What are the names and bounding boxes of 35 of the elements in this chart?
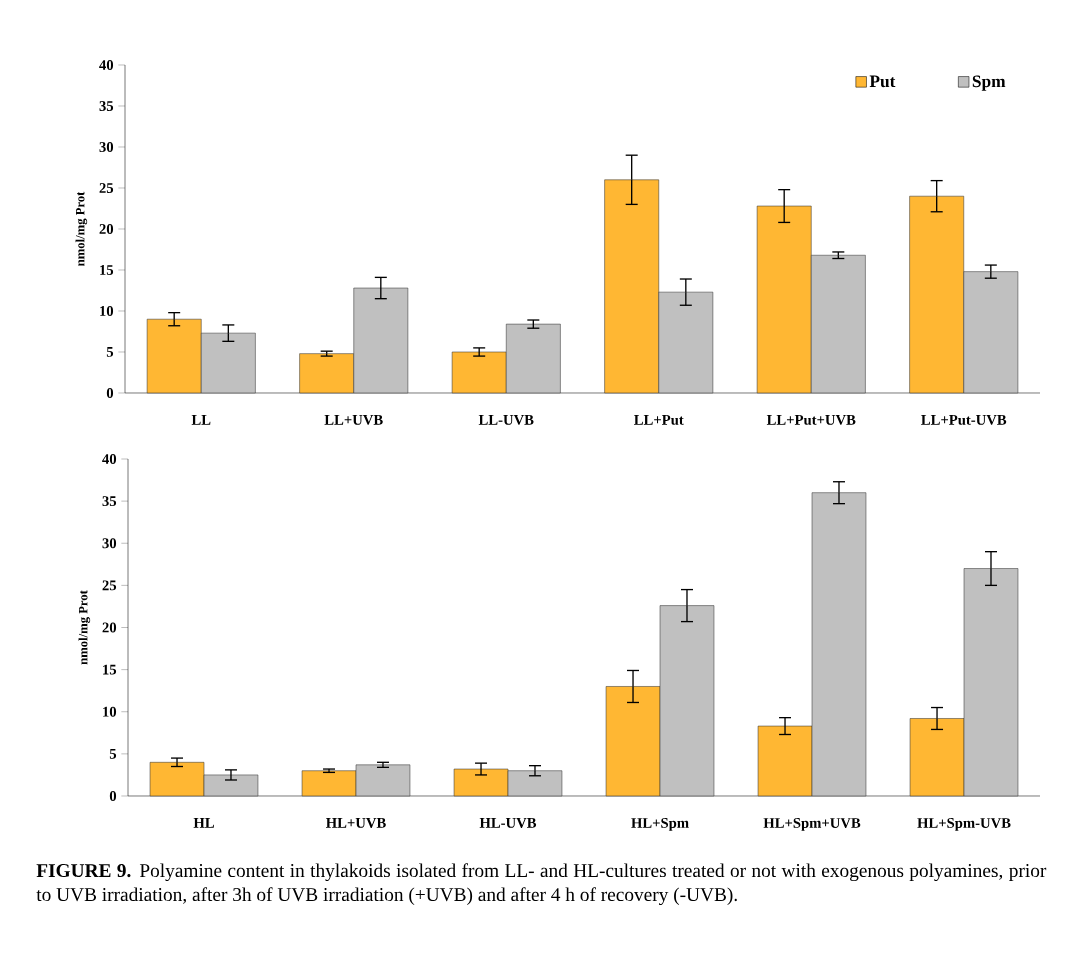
text: FIGURE 9. Polyamine content in thylakoids isolated from LL- and HL-cultures treated or not with exogenous polyamines, prior to UVB irradiation, after 3h of UVB irradiation (+UVB) and after 4 h of recovery (-UVB). (36, 863, 1047, 906)
y-axis-title: nmol/mg Prot (78, 590, 91, 665)
x-tick-label: HL+Spm+UVB (763, 818, 861, 831)
y-tick-label: 40 (99, 60, 114, 70)
x-tick-label: HL (193, 818, 214, 828)
y-tick-label: 30 (99, 142, 114, 152)
y-tick-label: 5 (109, 749, 117, 759)
y-tick-label: 10 (100, 306, 114, 316)
y-tick-label: 25 (99, 183, 114, 193)
y-tick-label: 5 (106, 347, 114, 357)
x-tick-label: LL+Put-UVB (921, 415, 1007, 425)
y-tick-label: 35 (99, 101, 114, 111)
y-tick-label: 15 (100, 265, 114, 275)
x-tick-label: HL-UVB (479, 818, 537, 828)
y-tick-label: 20 (102, 622, 117, 633)
y-tick-label: 20 (99, 224, 114, 234)
x-tick-label: LL+Put+UVB (766, 415, 856, 425)
y-tick-label: 25 (102, 580, 117, 591)
x-tick-label: HL+Spm (631, 818, 689, 831)
y-tick-label: 35 (102, 496, 117, 507)
y-tick-label: 40 (102, 454, 117, 464)
y-axis-title: nmol/mg Prot (75, 191, 88, 267)
legend-label: Put (869, 75, 896, 88)
legend-label: Spm (972, 75, 1006, 91)
y-tick-label: 0 (106, 388, 114, 398)
x-tick-label: LL+Put (634, 415, 684, 425)
x-tick-label: HL+UVB (326, 818, 386, 828)
y-tick-label: 10 (103, 706, 117, 717)
y-tick-label: 15 (103, 664, 117, 675)
x-tick-label: LL-UVB (478, 415, 534, 425)
y-tick-label: 0 (109, 791, 117, 801)
y-tick-label: 30 (102, 538, 117, 549)
x-tick-label: LL+UVB (324, 415, 383, 425)
x-tick-label: HL+Spm-UVB (917, 818, 1011, 831)
x-tick-label: LL (191, 415, 211, 425)
